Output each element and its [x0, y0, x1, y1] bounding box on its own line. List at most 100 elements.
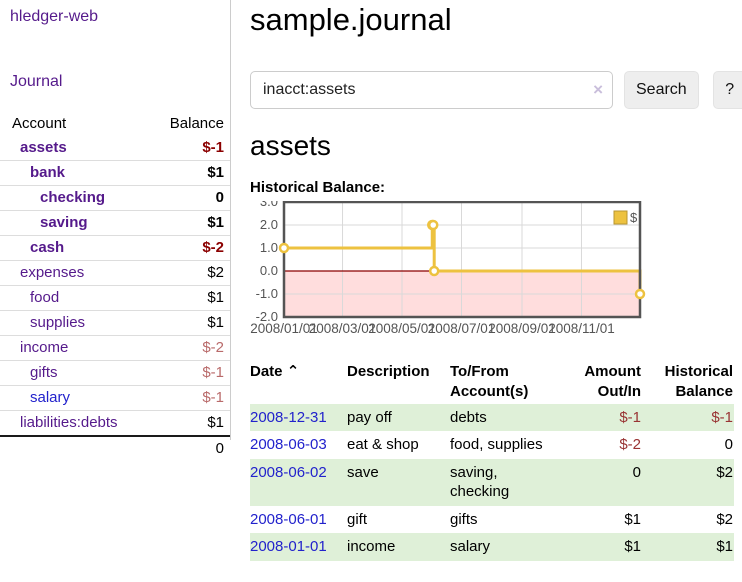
search-form: × Search ?	[250, 71, 742, 109]
sidebar-item-journal[interactable]: Journal	[10, 73, 63, 90]
register-balance-cell: $2	[716, 510, 733, 528]
register-amount-cell: $1	[624, 510, 641, 528]
search-box: ×	[250, 71, 613, 109]
chart-container: $3.0 2.0 1.0 0.0 -1.0 -2.0 2008/01/01 2008/03/0…	[250, 194, 742, 345]
account-row: cash $-2	[0, 235, 230, 261]
account-heading: assets	[250, 130, 331, 161]
transaction-date-link[interactable]: 2008-06-03	[250, 436, 327, 454]
account-cell: liabilities:debts	[0, 410, 146, 436]
register-description-cell: pay off	[347, 408, 392, 426]
register-description-cell: eat & shop	[347, 436, 419, 454]
svg-text:1.0: 1.0	[260, 240, 278, 255]
account-balance: $1	[145, 160, 230, 186]
register-amount-cell: 0	[632, 463, 641, 481]
register-row: 2008-12-31 pay off debts $-1 $-1	[250, 403, 734, 432]
account-balance-table: Account Balance assets $-1 bank $1 checking 0…	[0, 112, 230, 461]
account-link[interactable]: saving	[40, 214, 88, 231]
register-header-row: Date ⌃ Description To/From Account(s) Am…	[250, 360, 734, 404]
search-input[interactable]	[250, 71, 613, 109]
svg-text:-1.0: -1.0	[256, 286, 278, 301]
account-balance: $1	[145, 210, 230, 236]
account-row: supplies $1	[0, 310, 230, 336]
transaction-date-link[interactable]: 2008-01-01	[250, 538, 327, 556]
account-link[interactable]: liabilities:debts	[20, 414, 118, 431]
register-date-cell: 2008-06-03	[250, 431, 347, 459]
register-date-cell: 2008-01-01	[250, 533, 347, 561]
account-link[interactable]: cash	[30, 239, 65, 256]
account-link[interactable]: expenses	[20, 264, 85, 281]
account-link[interactable]: assets	[20, 139, 67, 156]
account-link[interactable]: gifts	[30, 364, 58, 381]
account-cell: food	[0, 285, 146, 311]
account-cell: checking	[0, 185, 146, 211]
account-cell: bank	[0, 160, 146, 186]
account-cell: salary	[0, 385, 146, 411]
transaction-date-link[interactable]: 2008-06-01	[250, 510, 327, 528]
description-column-header: Description	[347, 363, 430, 380]
svg-text:2008/03/01: 2008/03/01	[309, 321, 377, 336]
accounts-column-header: To/From Account(s)	[450, 363, 529, 400]
svg-text:0.0: 0.0	[260, 263, 278, 278]
register-description-cell: gift	[347, 510, 368, 528]
clear-search-icon[interactable]: ×	[593, 80, 603, 99]
account-balance: 0	[145, 185, 230, 211]
register-date-cell: 2008-06-02	[250, 459, 347, 506]
register-table-body: 2008-12-31 pay off debts $-1 $-1 2008-06-03 ea…	[250, 403, 734, 561]
account-link[interactable]: supplies	[30, 314, 86, 331]
account-row: food $1	[0, 285, 230, 311]
account-cell: assets	[0, 136, 145, 161]
account-balance: $-1	[145, 360, 230, 386]
account-cell: gifts	[0, 360, 146, 386]
account-row: gifts $-1	[0, 360, 230, 386]
total-balance: 0	[145, 435, 230, 461]
total-spacer	[0, 435, 146, 461]
account-table-header-row: Account Balance	[0, 112, 230, 136]
register-row: 2008-06-01 gift gifts $1 $2	[250, 506, 734, 534]
svg-text:$: $	[630, 210, 638, 225]
account-row: liabilities:debts $1	[0, 410, 230, 436]
balance-column-header: Balance	[169, 115, 224, 132]
account-cell: income	[0, 335, 146, 361]
account-row: checking 0	[0, 185, 230, 211]
account-link[interactable]: checking	[40, 189, 106, 206]
date-column-header[interactable]: Date ⌃	[250, 363, 300, 380]
transaction-date-link[interactable]: 2008-12-31	[250, 408, 327, 426]
account-row: saving $1	[0, 210, 230, 236]
register-balance-cell: 0	[724, 436, 733, 454]
register-date-cell: 2008-06-01	[250, 506, 347, 534]
account-balance: $1	[145, 410, 230, 436]
account-link[interactable]: bank	[30, 164, 66, 181]
register-balance-cell: $2	[716, 463, 733, 481]
help-button[interactable]: ?	[712, 71, 742, 109]
register-row: 2008-01-01 income salary $1 $1	[250, 533, 734, 561]
account-row: income $-2	[0, 335, 230, 361]
register-balance-cell: $1	[716, 538, 733, 556]
account-total-row: 0	[0, 435, 230, 461]
account-cell: supplies	[0, 310, 146, 336]
register-row: 2008-06-02 save saving, checking 0 $2	[250, 458, 734, 506]
svg-text:2008/11/01: 2008/11/01	[548, 321, 615, 336]
register-description-cell: save	[347, 463, 379, 481]
brand-link[interactable]: hledger-web	[10, 8, 99, 25]
account-cell: saving	[0, 210, 146, 236]
sidebar-nav: Journal	[0, 73, 230, 91]
account-table-body: assets $-1 bank $1 checking 0 saving $1 cash $-2 e…	[0, 136, 230, 461]
register-accounts-cell: saving, checking	[450, 463, 510, 501]
account-cell: expenses	[0, 260, 146, 286]
page-title: sample.journal	[250, 2, 452, 37]
balance-column-header-register: Historical Balance	[664, 363, 733, 400]
register-amount-cell: $-2	[619, 436, 641, 454]
account-balance: $-1	[202, 139, 224, 156]
register-amount-cell: $1	[624, 538, 641, 556]
account-column-header: Account	[12, 115, 67, 132]
search-button[interactable]: Search	[624, 71, 699, 109]
transaction-date-link[interactable]: 2008-06-02	[250, 463, 327, 481]
amount-column-header: Amount Out/In	[584, 363, 641, 400]
account-link[interactable]: food	[30, 289, 60, 306]
account-link[interactable]: salary	[30, 389, 71, 406]
register-accounts-cell: gifts	[450, 510, 478, 528]
account-row: assets $-1	[0, 136, 230, 161]
account-link[interactable]: income	[20, 339, 69, 356]
account-balance: $-2	[145, 335, 230, 361]
app-window: hledger-web Journal Account Balance asse…	[0, 0, 742, 561]
